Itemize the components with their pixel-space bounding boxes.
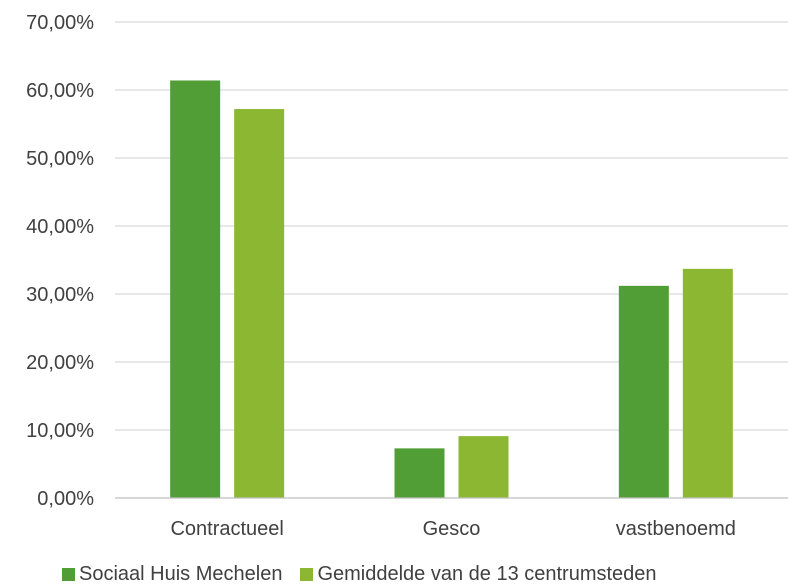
legend: Sociaal Huis Mechelen Gemiddelde van de … bbox=[62, 562, 675, 587]
legend-swatch-series-2 bbox=[300, 568, 314, 581]
x-axis: Contractueel Gesco vastbenoemd bbox=[115, 497, 788, 540]
y-tick-label: 50,00% bbox=[26, 148, 94, 170]
y-tick-label: 20,00% bbox=[26, 352, 94, 374]
legend-item-series-1: Sociaal Huis Mechelen bbox=[62, 563, 282, 586]
gridlines bbox=[115, 21, 788, 431]
y-tick-label: 70,00% bbox=[26, 12, 94, 34]
bar-gesco-series-2 bbox=[458, 436, 509, 498]
bars bbox=[170, 80, 733, 498]
y-tick-label: 60,00% bbox=[26, 80, 94, 102]
x-category-label: Gesco bbox=[423, 518, 481, 540]
y-tick-label: 40,00% bbox=[26, 216, 94, 238]
bar-contractueel-series-1 bbox=[170, 80, 221, 498]
bar-contractueel-series-2 bbox=[234, 109, 285, 498]
legend-swatch-series-1 bbox=[62, 568, 75, 581]
bar-vastbenoemd-series-1 bbox=[618, 285, 669, 498]
y-axis-tick-labels: 0,00% 10,00% 20,00% 30,00% 40,00% 50,00% 60,00… bbox=[26, 12, 94, 510]
bar-chart: 0,00% 10,00% 20,00% 30,00% 40,00% 50,00% 60,00… bbox=[26, 12, 788, 540]
x-category-label: vastbenoemd bbox=[616, 518, 736, 540]
y-tick-label: 30,00% bbox=[26, 284, 94, 306]
bar-vastbenoemd-series-2 bbox=[682, 268, 733, 498]
legend-label-series-1: Sociaal Huis Mechelen bbox=[79, 563, 283, 585]
y-tick-label: 0,00% bbox=[37, 488, 94, 510]
bar-gesco-series-1 bbox=[394, 448, 445, 498]
legend-item-series-2: Gemiddelde van de 13 centrumsteden bbox=[300, 563, 657, 586]
y-tick-label: 10,00% bbox=[26, 420, 94, 442]
x-category-label: Contractueel bbox=[170, 518, 283, 540]
legend-label-series-2: Gemiddelde van de 13 centrumsteden bbox=[317, 563, 657, 585]
